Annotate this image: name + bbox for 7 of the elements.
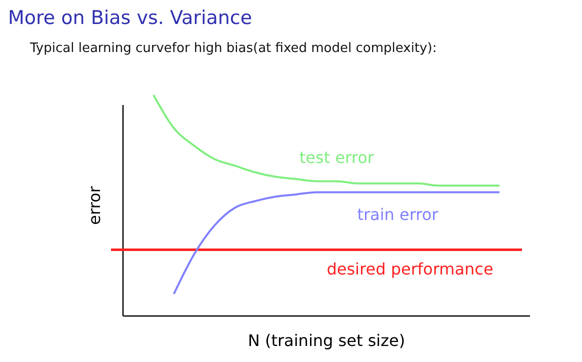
chart-subtitle: Typical learning curvefor high bias(at fixed model complexity):	[29, 41, 437, 56]
series-label: train error	[357, 205, 439, 224]
y-axis-title: error	[85, 186, 104, 225]
chart-title: More on Bias vs. Variance	[8, 7, 252, 29]
x-axis-title: N (training set size)	[248, 331, 406, 350]
ref-line-label: desired performance	[326, 260, 494, 279]
series-label: test error	[299, 148, 374, 168]
